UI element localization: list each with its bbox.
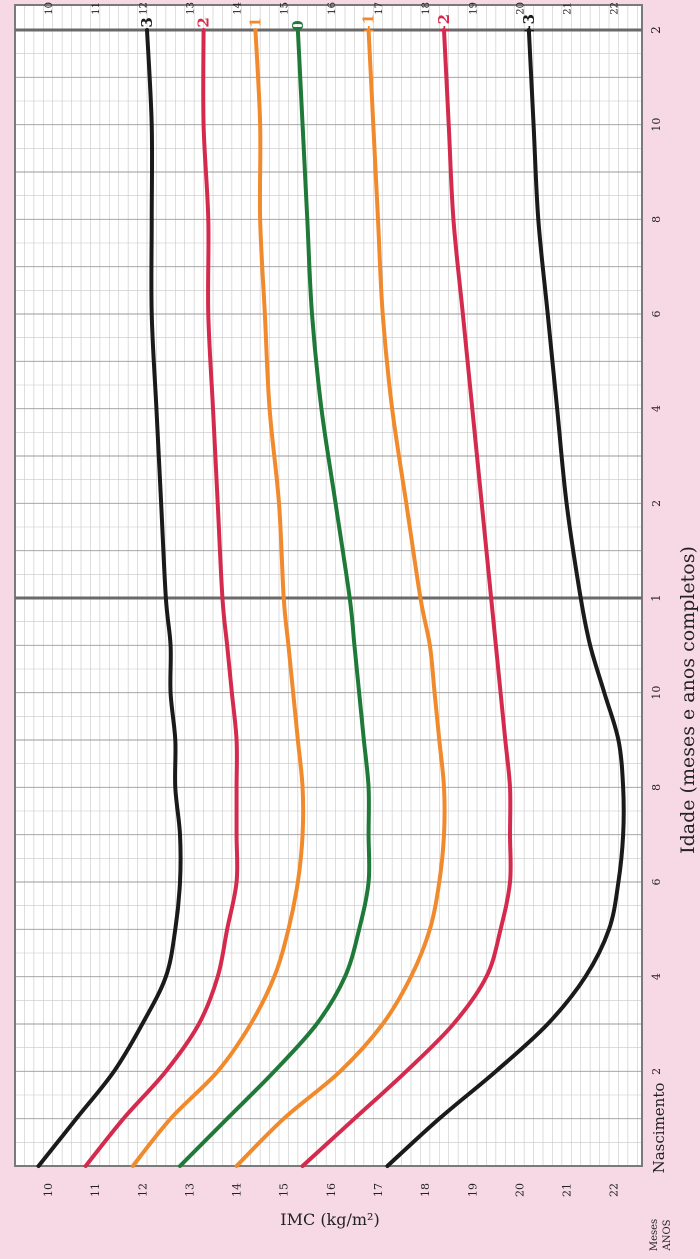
bmi-tick-label-top: 18 bbox=[421, 2, 432, 15]
bmi-tick-label: 20 bbox=[513, 1183, 526, 1197]
month-tick-label: 8 bbox=[650, 784, 663, 791]
series-label: -1 bbox=[246, 17, 264, 34]
bmi-tick-label: 13 bbox=[183, 1183, 196, 1197]
bmi-tick-label-top: 17 bbox=[374, 2, 385, 15]
month-tick-label: 10 bbox=[650, 686, 663, 700]
y-axis-title: IMC (kg/m²) bbox=[280, 1210, 379, 1229]
corner-label-years: ANOS bbox=[662, 1219, 673, 1251]
bmi-tick-label-top: 19 bbox=[468, 2, 479, 15]
plot-border bbox=[14, 4, 643, 1167]
bmi-tick-label: 14 bbox=[231, 1183, 244, 1197]
bmi-tick-label-top: 15 bbox=[280, 2, 291, 15]
bmi-tick-label: 19 bbox=[466, 1183, 479, 1197]
bmi-tick-label: 16 bbox=[325, 1183, 338, 1197]
series-label: -2 bbox=[195, 17, 213, 34]
bmi-tick-label-top: 11 bbox=[91, 2, 102, 15]
series-line-+1 bbox=[234, 28, 447, 1168]
bmi-tick-label: 15 bbox=[278, 1183, 291, 1197]
birth-label: Nascimento bbox=[650, 1083, 668, 1174]
year-tick-label: 1 bbox=[649, 594, 663, 602]
chart-frame bbox=[14, 4, 643, 1167]
series-line--2 bbox=[83, 28, 240, 1168]
series-label: +3 bbox=[520, 14, 538, 37]
month-tick-label: 4 bbox=[650, 405, 663, 412]
bmi-tick-label-top: 10 bbox=[44, 2, 55, 15]
corner-label-months: Meses bbox=[649, 1219, 660, 1251]
bmi-tick-label: 10 bbox=[42, 1183, 55, 1197]
bmi-tick-label: 22 bbox=[608, 1183, 621, 1197]
bmi-tick-label: 12 bbox=[136, 1183, 149, 1197]
month-tick-label: 4 bbox=[650, 973, 663, 980]
year-tick-label: 2 bbox=[649, 26, 663, 34]
month-tick-label: 2 bbox=[650, 500, 663, 507]
month-tick-label: 2 bbox=[650, 1068, 663, 1075]
month-tick-label: 6 bbox=[650, 311, 663, 318]
series-line-+2 bbox=[300, 28, 513, 1168]
series-label: +2 bbox=[435, 14, 453, 37]
month-tick-label: 8 bbox=[650, 216, 663, 223]
chart-grid bbox=[14, 5, 642, 1167]
percentile-lines bbox=[36, 28, 626, 1168]
bmi-tick-label-top: 20 bbox=[515, 2, 526, 15]
bmi-tick-label: 11 bbox=[89, 1183, 102, 1197]
series-label: 0 bbox=[289, 20, 307, 30]
series-label: +1 bbox=[360, 14, 378, 37]
bmi-tick-label: 17 bbox=[372, 1183, 385, 1197]
series-line--3 bbox=[36, 28, 183, 1168]
bmi-tick-label-top: 21 bbox=[563, 2, 574, 15]
bmi-tick-label-top: 12 bbox=[138, 2, 149, 15]
bmi-tick-label-top: 14 bbox=[233, 2, 244, 15]
month-tick-label: 6 bbox=[650, 879, 663, 886]
bmi-tick-label-top: 22 bbox=[610, 2, 621, 15]
bmi-tick-label-top: 13 bbox=[185, 2, 196, 15]
axis-labels: +3+2+10-1-2-3101011111212131314141515161… bbox=[42, 2, 699, 1252]
bmi-tick-label: 18 bbox=[419, 1183, 432, 1197]
series-label: -3 bbox=[138, 17, 156, 34]
series-line--1 bbox=[130, 28, 306, 1168]
bmi-tick-label: 21 bbox=[561, 1183, 574, 1197]
bmi-tick-label-top: 16 bbox=[327, 2, 338, 15]
x-axis-title: Idade (meses e anos completos) bbox=[677, 546, 699, 854]
series-line-+3 bbox=[385, 28, 626, 1168]
series-line-0 bbox=[178, 28, 372, 1168]
month-tick-label: 10 bbox=[650, 118, 663, 132]
